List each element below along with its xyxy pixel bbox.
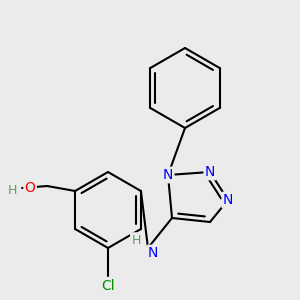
Text: N: N bbox=[148, 246, 158, 260]
Text: N: N bbox=[223, 193, 233, 207]
Text: H: H bbox=[8, 184, 17, 197]
Text: N: N bbox=[163, 168, 173, 182]
Text: H: H bbox=[131, 233, 141, 247]
Text: O: O bbox=[25, 181, 35, 195]
Text: Cl: Cl bbox=[101, 279, 115, 293]
Text: N: N bbox=[205, 165, 215, 179]
